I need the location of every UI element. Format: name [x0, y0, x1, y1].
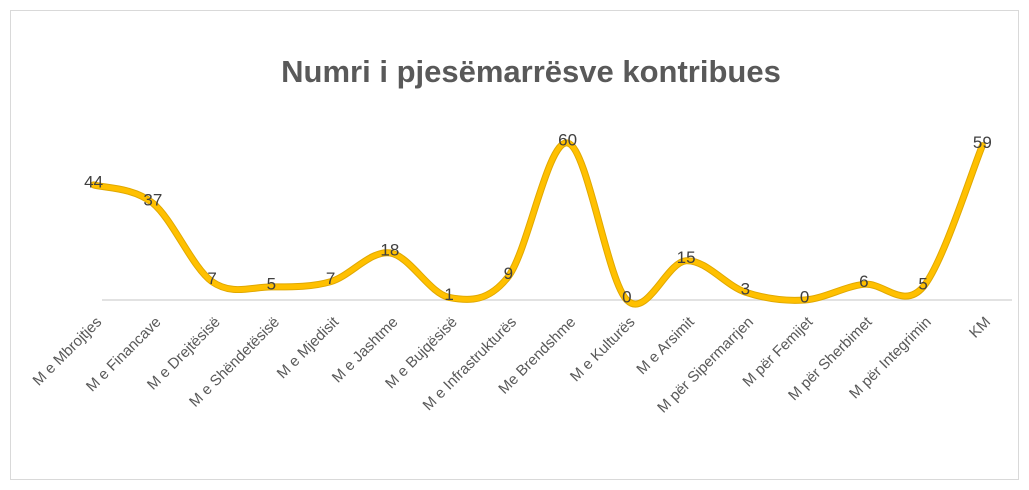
data-label: 7 — [326, 269, 335, 288]
data-label: 7 — [207, 269, 216, 288]
data-label: 60 — [558, 130, 577, 149]
data-label: 6 — [859, 272, 868, 291]
data-label: 0 — [622, 287, 631, 306]
data-label: 59 — [973, 133, 992, 152]
data-label: 37 — [143, 191, 162, 210]
data-label: 3 — [741, 280, 750, 299]
chart-border — [10, 10, 1019, 480]
data-label: 0 — [800, 287, 809, 306]
data-label: 18 — [380, 240, 399, 259]
data-label: 15 — [677, 248, 696, 267]
data-label: 5 — [918, 274, 927, 293]
line — [91, 140, 985, 307]
data-label: 9 — [504, 264, 513, 283]
data-label: 5 — [267, 274, 276, 293]
data-label: 1 — [444, 285, 453, 304]
chart-title: Numri i pjesëmarrësve kontribues — [281, 54, 781, 89]
data-label: 44 — [84, 172, 103, 191]
